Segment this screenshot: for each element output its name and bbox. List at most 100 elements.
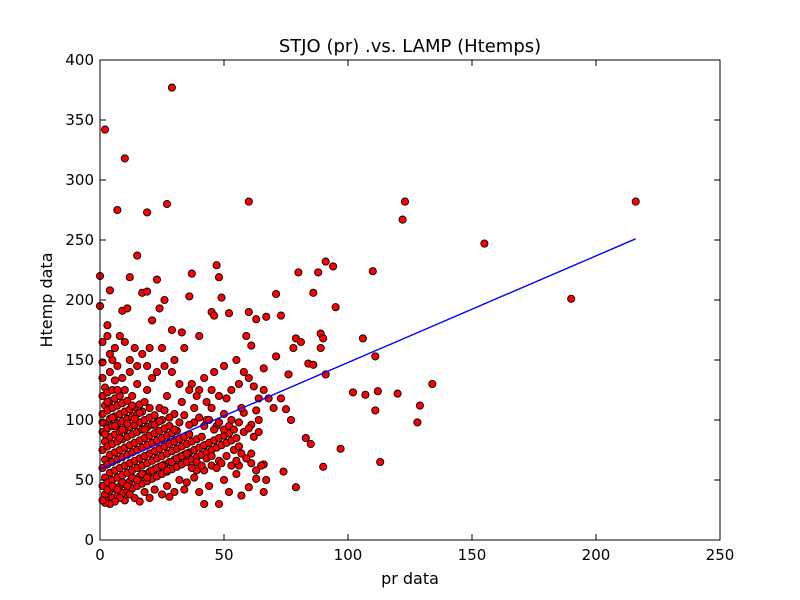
data-point	[336, 444, 345, 453]
data-point	[155, 417, 164, 426]
data-point	[152, 275, 162, 284]
data-point	[162, 466, 172, 475]
x-axis-label: pr data	[381, 569, 439, 588]
data-point	[207, 385, 216, 395]
y-tick-label: 200	[65, 291, 94, 309]
data-point	[143, 361, 152, 371]
data-point	[120, 385, 129, 395]
data-point	[244, 483, 253, 492]
data-point	[252, 466, 261, 475]
y-axis-label: Htemp data	[37, 252, 56, 347]
data-point	[480, 239, 489, 248]
data-point	[214, 418, 224, 427]
data-point	[98, 373, 107, 383]
data-point	[224, 309, 234, 318]
data-point	[219, 361, 229, 371]
data-point	[207, 403, 216, 413]
data-point	[133, 475, 142, 485]
data-point	[361, 390, 370, 399]
data-point	[400, 197, 410, 206]
data-point	[242, 454, 251, 463]
data-point	[197, 432, 206, 441]
data-point	[234, 418, 243, 427]
data-point	[259, 487, 268, 497]
data-point	[259, 385, 268, 395]
data-point	[249, 432, 258, 441]
data-point	[373, 387, 382, 396]
data-point	[309, 360, 318, 369]
data-point	[115, 331, 124, 341]
data-point	[234, 379, 243, 389]
data-point	[195, 331, 204, 341]
data-point	[167, 367, 176, 377]
data-point	[232, 456, 241, 465]
data-point	[187, 269, 196, 278]
x-tick-label: 100	[334, 546, 363, 564]
data-point	[257, 461, 266, 470]
data-point	[148, 373, 157, 383]
data-point	[242, 331, 251, 341]
data-point	[103, 331, 112, 341]
data-point	[368, 267, 377, 276]
data-point	[182, 478, 191, 487]
data-point	[138, 349, 147, 359]
data-point	[214, 273, 224, 282]
data-point	[123, 481, 132, 491]
data-point	[145, 493, 154, 503]
data-point	[214, 499, 224, 509]
data-point	[180, 411, 189, 420]
data-point	[222, 451, 231, 461]
y-tick-label: 400	[65, 51, 94, 69]
data-point	[247, 459, 256, 468]
data-point	[177, 397, 186, 407]
data-point	[98, 358, 107, 367]
data-point	[272, 352, 281, 361]
data-point	[200, 499, 209, 509]
data-point	[321, 257, 330, 266]
data-point	[252, 406, 261, 415]
data-point	[185, 292, 194, 301]
x-axis: 0 50 100 150 200 250	[95, 60, 734, 564]
data-point	[319, 462, 328, 471]
data-point	[105, 367, 114, 377]
data-point	[143, 287, 152, 296]
data-point	[110, 421, 119, 431]
data-point	[249, 382, 258, 391]
data-point	[200, 373, 209, 383]
data-point	[252, 315, 261, 324]
data-point	[162, 391, 172, 401]
data-point	[150, 411, 159, 420]
data-point	[398, 215, 407, 224]
data-point	[254, 427, 263, 437]
data-point	[123, 396, 132, 405]
data-point	[148, 316, 157, 325]
data-point	[190, 473, 199, 482]
data-point	[135, 408, 144, 417]
data-point	[157, 343, 167, 353]
data-point	[284, 370, 293, 379]
data-point	[269, 403, 278, 413]
data-point	[180, 485, 189, 494]
data-point	[224, 487, 234, 497]
data-point	[413, 418, 422, 427]
x-tick-label: 0	[95, 546, 105, 564]
data-point	[286, 415, 296, 425]
data-point	[160, 406, 169, 415]
data-point	[113, 205, 122, 215]
data-point	[239, 367, 248, 377]
data-point	[247, 449, 256, 458]
data-point	[103, 397, 112, 407]
data-point	[177, 328, 186, 337]
data-point	[133, 251, 142, 260]
data-point	[103, 321, 112, 330]
data-point	[217, 293, 226, 302]
data-point	[118, 373, 127, 383]
data-point	[130, 343, 139, 353]
data-point	[162, 199, 172, 209]
data-point	[289, 343, 298, 353]
data-point	[234, 442, 243, 451]
data-point	[157, 461, 167, 470]
data-point	[130, 414, 139, 423]
data-point	[244, 197, 253, 206]
